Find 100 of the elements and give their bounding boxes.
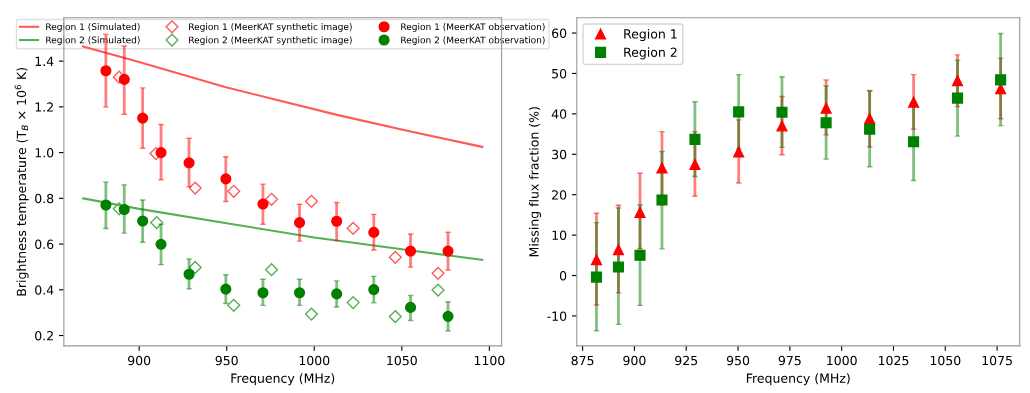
point xyxy=(150,215,164,230)
point xyxy=(183,268,195,280)
x-axis-title: Frequency (MHz) xyxy=(746,373,850,386)
x-tick-label: 1000 xyxy=(827,355,857,366)
point xyxy=(733,146,745,158)
point xyxy=(590,254,603,266)
point xyxy=(118,73,130,85)
point xyxy=(118,203,130,216)
legend-label: Region 1 (MeerKAT synthetic image) xyxy=(189,23,352,32)
point xyxy=(388,309,402,324)
y-tick-label: 60 xyxy=(552,28,567,38)
point xyxy=(137,112,149,124)
point xyxy=(183,157,195,169)
point xyxy=(331,215,343,227)
legend-label: Region 1 xyxy=(624,28,677,42)
point xyxy=(155,147,167,159)
x-tick-label: 1050 xyxy=(930,355,961,366)
legend-label: Region 2 (MeerKAT observation) xyxy=(401,36,545,46)
y-tick-label: 0.4 xyxy=(35,285,54,295)
point xyxy=(689,133,701,145)
point xyxy=(331,288,343,300)
x-tick-label: 900 xyxy=(128,355,151,366)
point xyxy=(293,217,306,229)
point xyxy=(431,283,445,297)
point xyxy=(293,287,306,299)
point xyxy=(908,136,920,148)
y-tick-label: -10 xyxy=(547,311,567,321)
x-tick-label: 1000 xyxy=(299,355,330,366)
point xyxy=(346,296,360,310)
point xyxy=(264,263,279,277)
y-axis-title: Brightness temperature (T$_{B}$ × 10$^{6}$ K) xyxy=(14,68,29,296)
y-tick-label: 1.4 xyxy=(35,56,54,66)
point xyxy=(405,245,417,257)
point xyxy=(257,287,269,299)
point xyxy=(346,221,360,235)
point xyxy=(908,96,920,108)
point xyxy=(733,106,745,118)
point xyxy=(304,307,319,321)
point xyxy=(634,249,646,261)
point xyxy=(368,226,380,238)
point xyxy=(431,266,445,280)
point xyxy=(100,199,112,211)
y-tick-label: 1.0 xyxy=(35,148,54,158)
y-tick-label: 40 xyxy=(551,109,567,119)
point xyxy=(188,181,202,195)
x-tick-label: 1050 xyxy=(387,355,417,366)
point xyxy=(612,244,625,256)
x-tick-label: 1075 xyxy=(982,355,1012,366)
x-tick-label: 950 xyxy=(726,355,750,366)
point xyxy=(689,158,701,170)
point xyxy=(137,215,149,227)
y-tick-label: 20 xyxy=(552,190,567,200)
y-tick-label: 30 xyxy=(552,149,567,160)
point xyxy=(656,194,668,206)
point xyxy=(442,310,454,322)
point xyxy=(634,206,646,219)
point xyxy=(257,198,269,210)
legend-label: Region 2 (MeerKAT synthetic image) xyxy=(189,36,352,46)
y-tick-label: 10 xyxy=(552,230,567,241)
x-axis-title: Frequency (MHz) xyxy=(231,373,335,386)
point xyxy=(776,106,788,118)
point xyxy=(951,75,964,87)
point xyxy=(220,283,232,295)
point xyxy=(864,113,876,125)
point xyxy=(304,194,319,208)
point xyxy=(442,245,454,257)
point xyxy=(264,192,279,206)
point xyxy=(820,102,832,114)
point xyxy=(656,162,668,174)
point xyxy=(188,260,202,274)
point xyxy=(612,261,625,273)
point xyxy=(951,92,964,104)
y-tick-label: 1.2 xyxy=(35,102,53,112)
point xyxy=(368,284,380,296)
x-tick-label: 975 xyxy=(778,355,801,366)
x-tick-label: 1100 xyxy=(474,355,505,366)
y-tick-label: 0.2 xyxy=(35,331,53,341)
point xyxy=(100,65,112,77)
y-tick-label: 0.8 xyxy=(35,193,54,204)
point xyxy=(155,238,167,250)
line-series xyxy=(82,45,484,148)
y-tick-label: 0.6 xyxy=(35,239,54,249)
legend-label: Region 2 (Simulated) xyxy=(46,36,140,46)
legend-label: Region 1 (MeerKAT observation) xyxy=(401,23,545,32)
point xyxy=(227,298,241,312)
point xyxy=(388,250,402,264)
x-tick-label: 875 xyxy=(571,355,594,366)
point xyxy=(405,301,417,313)
point xyxy=(995,74,1007,86)
point xyxy=(590,271,603,283)
point xyxy=(820,117,832,129)
x-tick-label: 1025 xyxy=(878,355,909,366)
point xyxy=(220,173,232,185)
y-axis-title: Missing flux fraction (%) xyxy=(529,107,542,257)
x-tick-label: 925 xyxy=(675,355,698,366)
legend-label: Region 1 (Simulated) xyxy=(46,23,140,32)
x-tick-label: 950 xyxy=(215,355,238,366)
x-tick-label: 900 xyxy=(623,355,646,366)
point xyxy=(864,123,876,135)
y-tick-label: 50 xyxy=(552,68,567,79)
